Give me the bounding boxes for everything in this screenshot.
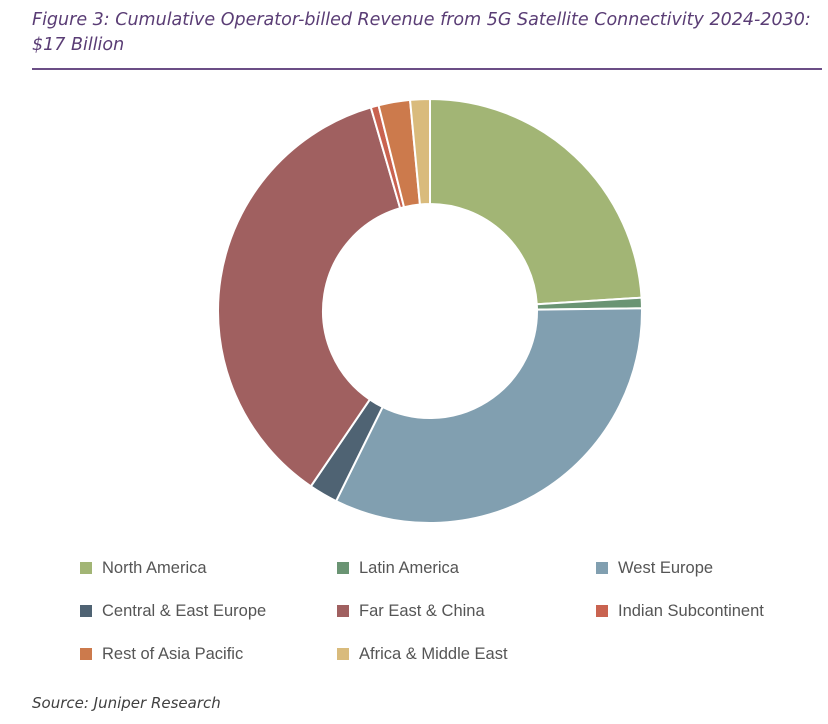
legend-item-africa-middle-east: Africa & Middle East <box>337 644 508 664</box>
chart-title: Figure 3: Cumulative Operator-billed Rev… <box>32 10 811 55</box>
source-note: Source: Juniper Research <box>32 694 221 712</box>
legend-label: Central & East Europe <box>102 601 267 620</box>
legend-item-far-east-china: Far East & China <box>337 601 485 621</box>
slice-africa-middle-east <box>408 97 431 206</box>
legend-item-indian-subcontinent: Indian Subcontinent <box>596 601 764 621</box>
legend-label: Far East & China <box>359 601 485 620</box>
legend-swatch <box>337 648 349 660</box>
legend-item-central-east-europe: Central & East Europe <box>80 601 266 621</box>
legend-item-north-america: North America <box>80 558 207 578</box>
legend-swatch <box>596 562 608 574</box>
donut-chart <box>217 97 643 524</box>
legend-item-rest-of-asia-pacific: Rest of Asia Pacific <box>80 644 243 664</box>
legend-swatch <box>80 605 92 617</box>
slice-far-east-china <box>217 106 402 488</box>
legend-label: Africa & Middle East <box>359 644 508 663</box>
slice-west-europe <box>334 307 643 524</box>
legend-label: West Europe <box>618 558 714 577</box>
legend-swatch <box>337 562 349 574</box>
legend-item-latin-america: Latin America <box>337 558 459 578</box>
title-divider <box>32 68 822 70</box>
legend-swatch <box>80 648 92 660</box>
legend-label: North America <box>102 558 207 577</box>
legend-swatch <box>596 605 608 617</box>
slice-north-america <box>429 97 643 306</box>
legend-label: Indian Subcontinent <box>618 601 764 620</box>
legend-swatch <box>337 605 349 617</box>
legend-label: Latin America <box>359 558 459 577</box>
legend-label: Rest of Asia Pacific <box>102 644 244 663</box>
legend-item-west-europe: West Europe <box>596 558 713 578</box>
legend-swatch <box>80 562 92 574</box>
